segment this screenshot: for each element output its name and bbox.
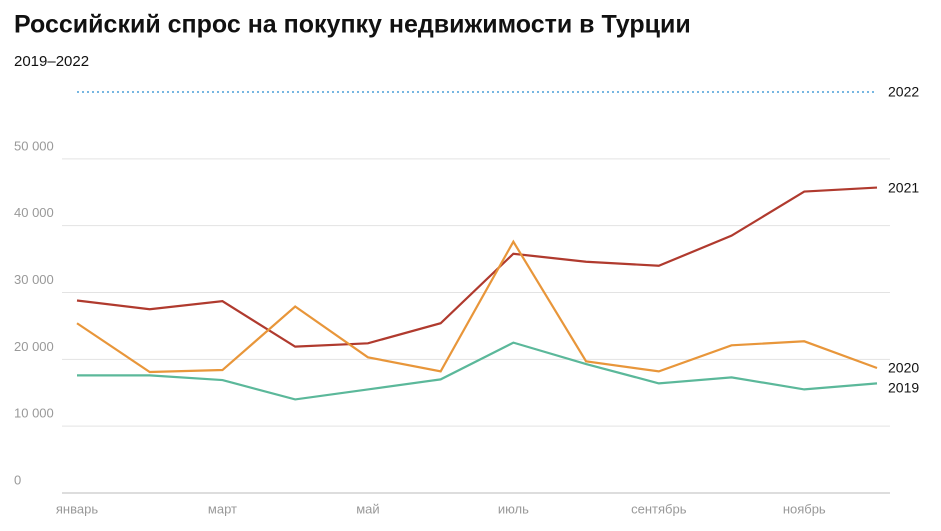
series-label: 2021 [888,179,919,195]
series-label: 2019 [888,380,919,396]
series-line [76,239,878,374]
x-tick-label: сентябрь [631,501,687,516]
x-tick-label: ноябрь [783,501,826,516]
x-tick-label: март [208,501,237,516]
series-label: 2020 [888,360,919,376]
series-label: 2022 [888,84,919,100]
y-tick-label: 50 000 [14,138,54,153]
series-line [76,186,878,348]
y-tick-label: 30 000 [14,272,54,287]
x-tick-label: май [356,501,379,516]
series-line [77,341,878,401]
y-tick-label: 0 [14,472,21,487]
chart-title: Российский спрос на покупку недвижимости… [14,11,691,39]
y-tick-label: 20 000 [14,339,54,354]
x-tick-label: январь [56,501,98,516]
y-tick-label: 40 000 [14,205,54,220]
x-tick-label: июль [498,501,529,516]
y-tick-label: 10 000 [14,406,54,421]
chart-subtitle: 2019–2022 [14,53,89,70]
